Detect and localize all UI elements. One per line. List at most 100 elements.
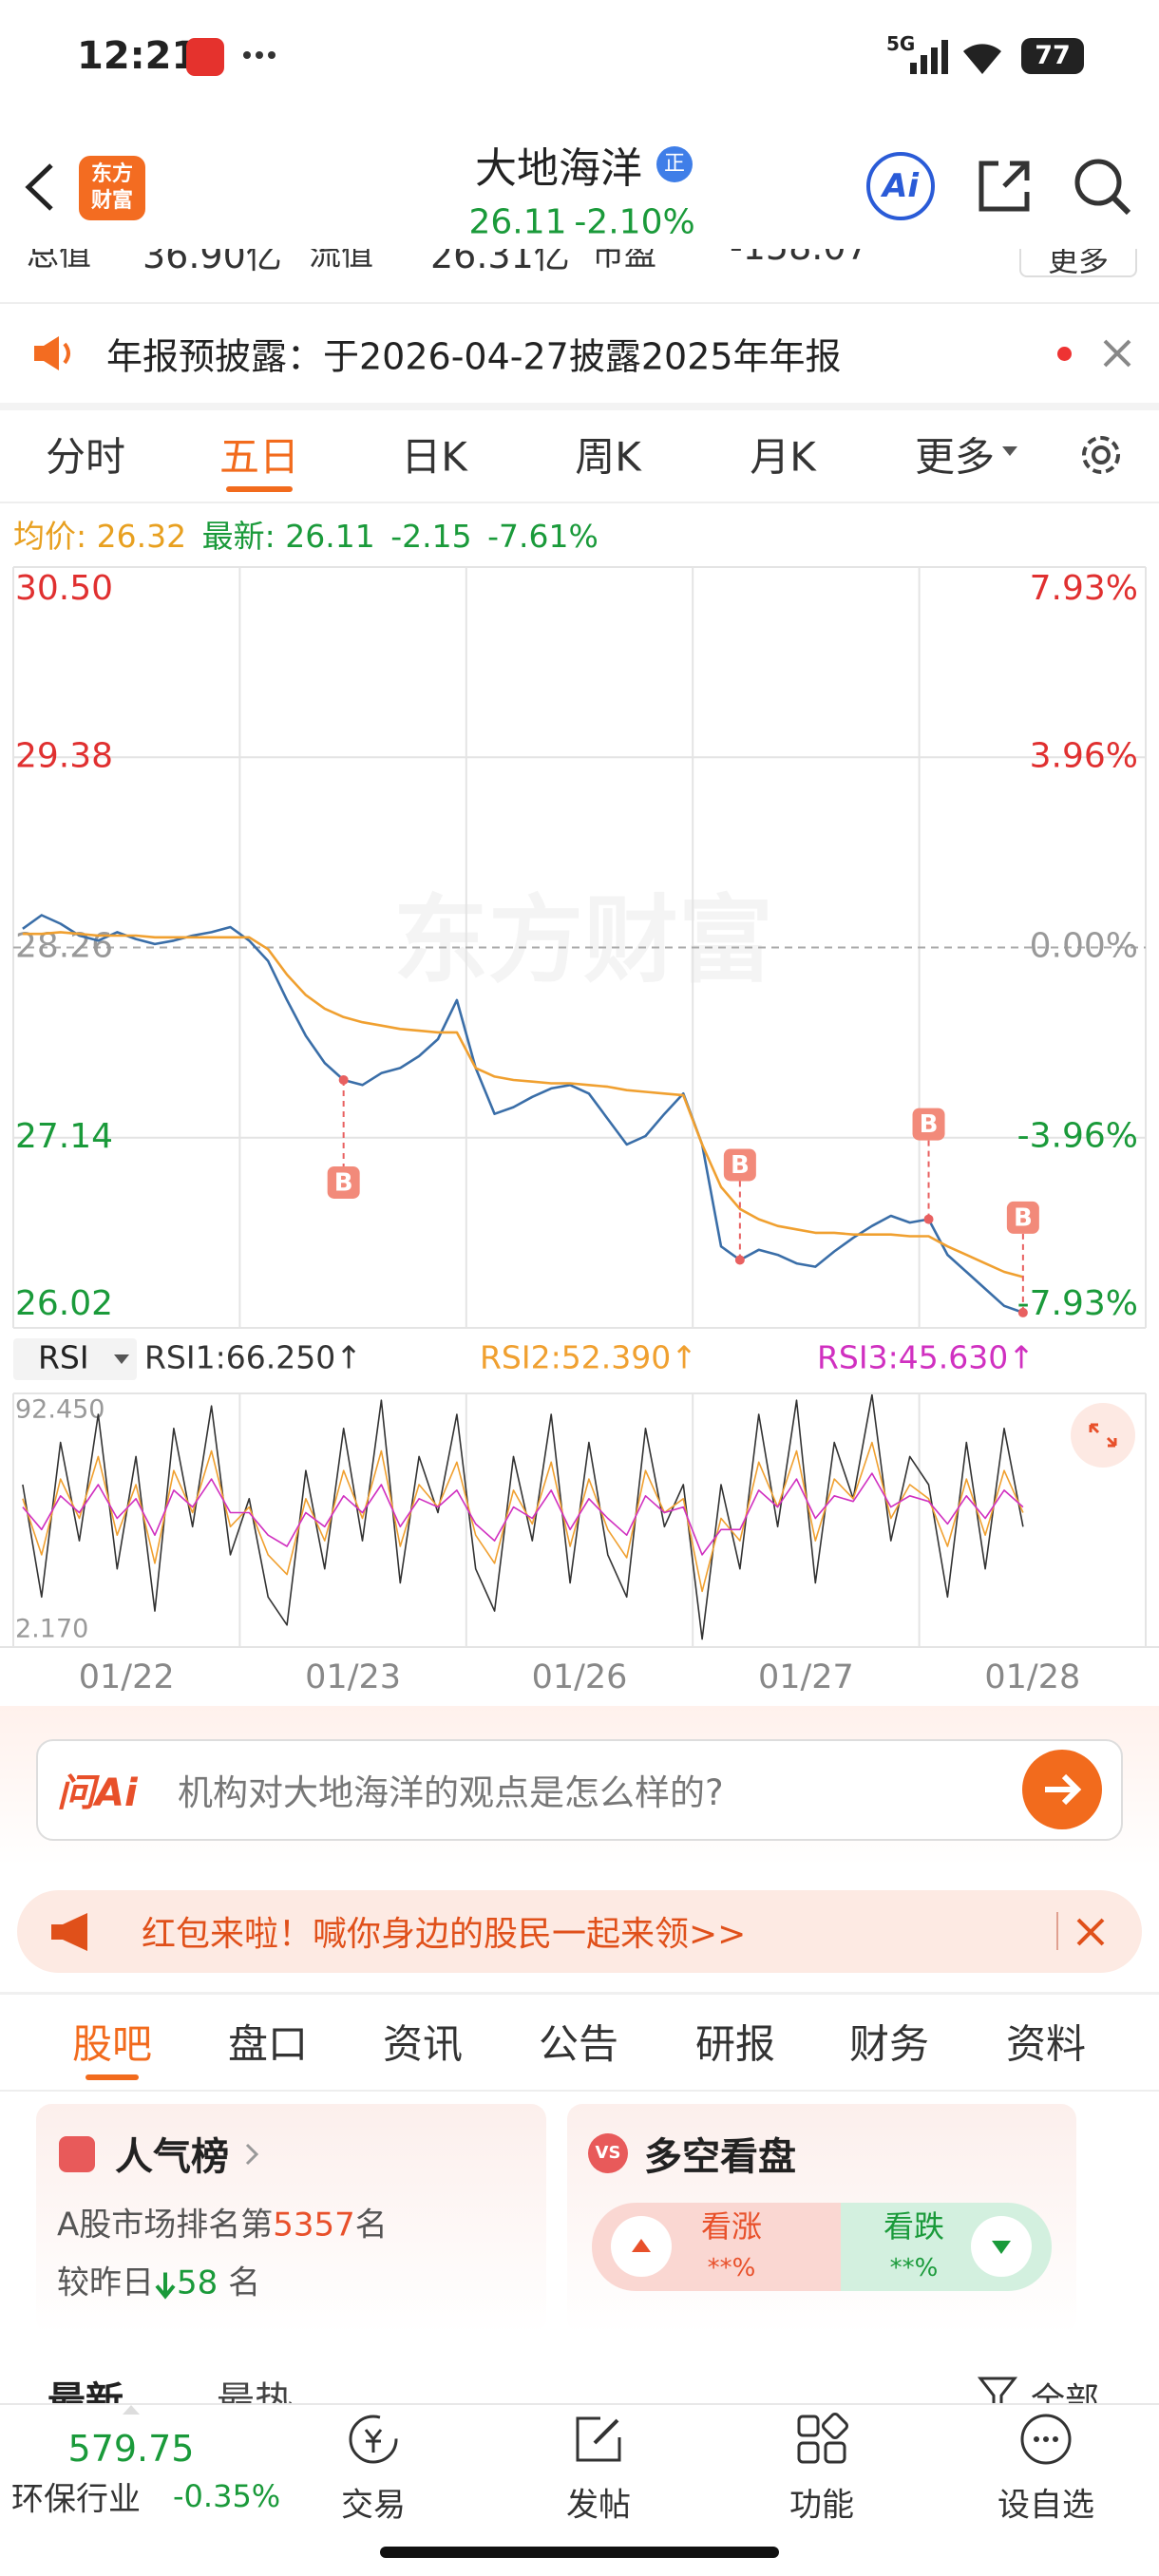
stat-value: -158.07	[730, 249, 869, 268]
logo-text: 东方	[90, 162, 133, 186]
divider	[0, 302, 1159, 304]
expand-button[interactable]	[1071, 1403, 1135, 1468]
popularity-icon	[59, 2136, 95, 2172]
battery: 77	[1021, 38, 1084, 74]
nav-item[interactable]: 交易	[341, 2486, 406, 2525]
y2-tick-label: 7.93%	[1030, 569, 1138, 608]
last-value: 26.11	[285, 518, 375, 555]
series-line	[22, 1441, 1024, 1593]
section-tab[interactable]: 财务	[848, 2020, 930, 2068]
back-button[interactable]	[21, 161, 59, 213]
dropdown-arrow	[114, 1354, 129, 1364]
red-packet-banner[interactable]	[17, 1890, 1142, 1973]
marker-label: B	[920, 1110, 939, 1139]
marker-point	[338, 1074, 349, 1085]
network-type: 5G	[886, 32, 916, 55]
y-tick-label: 26.02	[15, 1284, 113, 1323]
y-tick-label: 2.170	[15, 1615, 88, 1644]
section-tab[interactable]: 资料	[1005, 2020, 1087, 2068]
home-indicator	[380, 2547, 779, 2558]
section-tab[interactable]: 公告	[538, 2020, 619, 2068]
marker-badge	[723, 1148, 756, 1182]
chart-tab[interactable]: 周K	[575, 433, 641, 481]
x-tick-label: 01/28	[984, 1658, 1080, 1696]
tab-underline	[86, 2074, 139, 2080]
divider	[0, 1992, 1159, 1995]
price-change: -2.10%	[574, 202, 695, 242]
section-tab[interactable]: 资讯	[382, 2020, 464, 2068]
nav-item[interactable]: 发帖	[566, 2486, 631, 2525]
close-banner[interactable]	[1075, 1917, 1106, 1947]
more-stats-button[interactable]: 更多	[1019, 249, 1137, 278]
stat-label: 市盈	[592, 249, 656, 274]
ai-button[interactable]: Ai	[866, 152, 935, 220]
settings-button[interactable]	[1077, 431, 1125, 479]
y-tick-label: 30.50	[15, 569, 113, 608]
bear-icon	[971, 2216, 1032, 2277]
stat-label: 流值	[309, 249, 373, 274]
search-button[interactable]	[1074, 158, 1132, 217]
ai-placeholder: 机构对大地海洋的观点是怎么样的?	[178, 1772, 724, 1813]
unread-dot	[1057, 347, 1072, 361]
divider	[0, 2090, 1159, 2092]
change-value: 58	[177, 2263, 218, 2302]
y2-tick-label: 0.00%	[1030, 927, 1138, 966]
nav-item[interactable]: 功能	[789, 2486, 854, 2525]
watermark: 东方财富	[393, 884, 773, 995]
divider	[0, 403, 1159, 410]
section-tab[interactable]: 盘口	[227, 2020, 309, 2068]
wifi-icon	[963, 44, 1001, 74]
more-dots	[243, 51, 276, 59]
close-notice[interactable]	[1102, 338, 1132, 369]
change-pct: -7.61%	[487, 518, 598, 555]
x-tick-label: 01/22	[79, 1658, 175, 1696]
watchlist-icon[interactable]	[1019, 2413, 1073, 2466]
post-icon[interactable]	[572, 2413, 625, 2466]
function-icon[interactable]	[795, 2413, 848, 2466]
bull-icon	[611, 2216, 672, 2277]
series-line	[22, 1393, 1024, 1640]
series-line	[22, 931, 1024, 1279]
megaphone-icon	[51, 1913, 87, 1951]
chart: 东方财富30.5029.3828.2627.1426.027.93%3.96%0…	[0, 566, 1159, 1696]
chart-tab-active[interactable]: 五日	[218, 433, 300, 481]
app-logo: 东方 财富	[79, 156, 145, 220]
ai-input[interactable]	[36, 1739, 1123, 1841]
trade-icon[interactable]	[347, 2413, 400, 2466]
index-value[interactable]: 579.75	[67, 2428, 195, 2470]
chart-tab[interactable]: 更多	[914, 433, 996, 481]
nav-caret	[123, 2405, 140, 2415]
section-tab-active[interactable]: 股吧	[71, 2020, 153, 2068]
last-label: 最新:	[201, 518, 276, 555]
banner-text[interactable]: 红包来啦！喊你身边的股民一起来领>>	[142, 1915, 747, 1954]
y2-tick-label: -3.96%	[1017, 1116, 1138, 1155]
bull-pct: **%	[707, 2254, 756, 2282]
marker-label: B	[1014, 1203, 1033, 1232]
y-tick-label: 92.450	[15, 1395, 104, 1425]
ai-send-button[interactable]	[1022, 1750, 1102, 1829]
index-name[interactable]: 环保行业	[11, 2480, 141, 2519]
bear-pct: **%	[889, 2254, 939, 2282]
popularity-title: 人气榜	[115, 2135, 229, 2179]
popularity-card[interactable]	[36, 2104, 546, 2334]
rank-prefix: A股市场排名第	[57, 2206, 274, 2245]
stat-value: 26.31亿	[430, 249, 570, 276]
banner-divider	[1056, 1912, 1058, 1950]
sentiment-icon: VS	[588, 2133, 628, 2173]
app-icon	[186, 38, 224, 76]
change-value: -2.15	[390, 518, 472, 555]
notice-text[interactable]: 年报预披露：于2026-04-27披露2025年年报	[106, 335, 842, 378]
chart-tab[interactable]: 月K	[750, 433, 816, 481]
avg-label: 均价:	[13, 518, 87, 555]
chart-tab[interactable]: 日K	[401, 433, 467, 481]
legend-entry: RSI1:66.250↑	[144, 1339, 362, 1376]
chart-tab[interactable]: 分时	[45, 433, 126, 481]
share-button[interactable]	[976, 158, 1033, 215]
marker-point	[734, 1255, 745, 1265]
section-tab[interactable]: 研报	[694, 2020, 776, 2068]
indicator-select[interactable]	[13, 1338, 137, 1380]
nav-item[interactable]: 设自选	[998, 2486, 1094, 2525]
marker-badge	[1006, 1201, 1039, 1234]
index-change: -0.35%	[173, 2478, 281, 2514]
stats-strip: 总值 36.90亿 流值 26.31亿 市盈 -158.07 更多	[0, 249, 1159, 283]
